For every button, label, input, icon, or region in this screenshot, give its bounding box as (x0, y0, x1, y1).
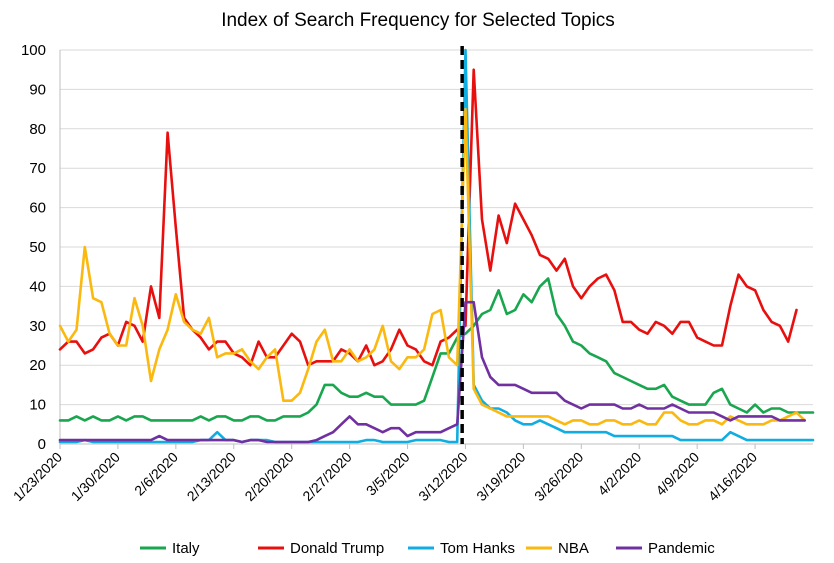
y-tick-label: 50 (29, 239, 46, 256)
y-tick-label: 90 (29, 81, 46, 98)
axes (59, 50, 813, 445)
x-tick-label: 1/23/2020 (10, 449, 66, 505)
y-axis-ticks: 0 10 20 30 40 50 60 70 80 90 100 (21, 42, 813, 453)
x-tick-label: 2/6/2020 (131, 449, 181, 499)
series-line-donald-trump (58, 68, 798, 367)
y-tick-label: 30 (29, 318, 46, 335)
x-tick-label: 1/30/2020 (68, 449, 124, 505)
series-line-tom-hanks (58, 48, 815, 444)
x-tick-label: 3/26/2020 (531, 449, 587, 505)
x-tick-label: 3/19/2020 (473, 449, 529, 505)
x-tick-label: 2/27/2020 (299, 449, 355, 505)
legend-label: NBA (558, 540, 589, 557)
x-tick-label: 3/5/2020 (363, 449, 413, 499)
legend: Italy Donald Trump Tom Hanks NBA Pandemic (140, 540, 715, 557)
legend-label: Pandemic (648, 540, 715, 557)
y-tick-label: 10 (29, 397, 46, 414)
legend-label: Donald Trump (290, 540, 384, 557)
series-lines (58, 48, 815, 444)
series-line-nba (58, 107, 807, 426)
x-tick-label: 4/9/2020 (652, 449, 702, 499)
series-line-pandemic (58, 300, 807, 444)
y-tick-label: 80 (29, 121, 46, 138)
x-tick-label: 3/12/2020 (415, 449, 471, 505)
x-tick-label: 2/20/2020 (241, 449, 297, 505)
x-axis-ticks: 1/23/2020 1/30/2020 2/6/2020 2/13/2020 2/20/… (10, 444, 761, 505)
y-tick-label: 40 (29, 278, 46, 295)
y-tick-label: 20 (29, 357, 46, 374)
y-tick-label: 70 (29, 160, 46, 177)
chart-title: Index of Search Frequency for Selected T… (221, 10, 615, 31)
x-tick-label: 2/13/2020 (184, 449, 240, 505)
series-line-italy (58, 277, 815, 422)
legend-label: Tom Hanks (440, 540, 515, 557)
x-tick-label: 4/16/2020 (705, 449, 761, 505)
y-tick-label: 100 (21, 42, 46, 59)
y-tick-label: 0 (38, 436, 46, 453)
legend-label: Italy (172, 540, 200, 557)
x-tick-label: 4/2/2020 (595, 449, 645, 499)
y-tick-label: 60 (29, 200, 46, 217)
